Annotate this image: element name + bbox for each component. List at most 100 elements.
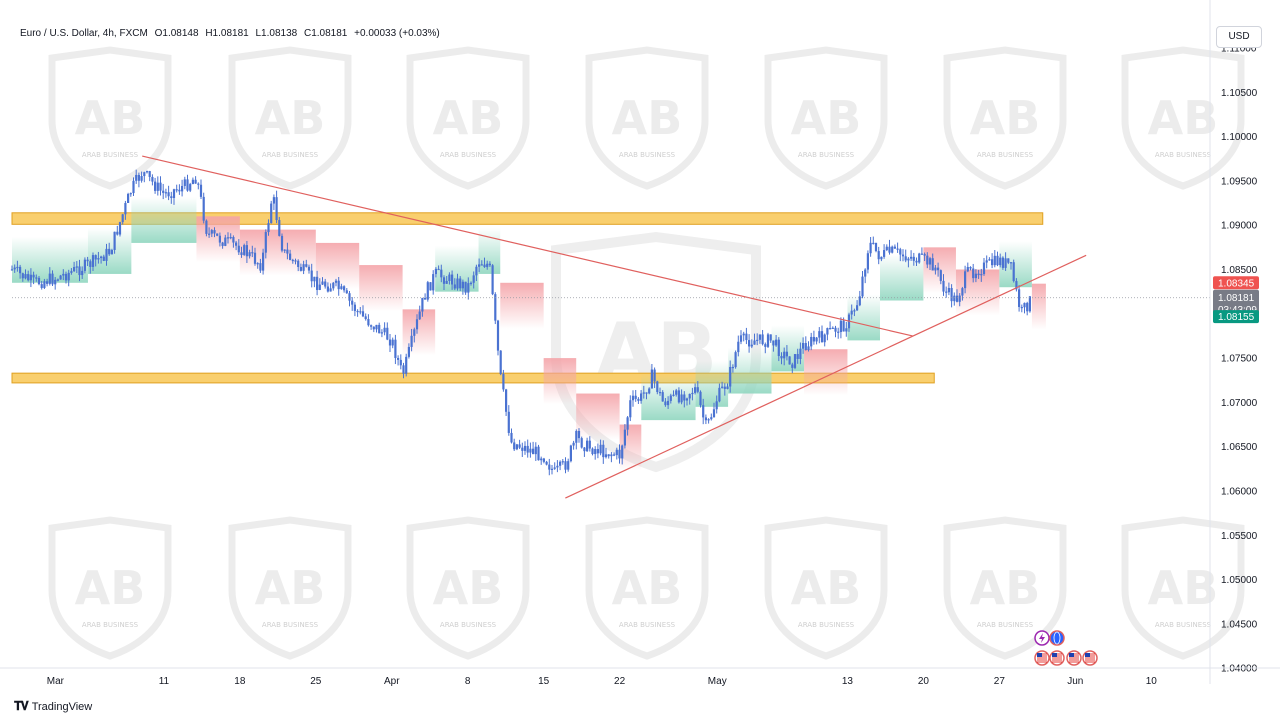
candle-body xyxy=(410,335,413,347)
candle-body xyxy=(748,340,751,347)
candle-body xyxy=(113,231,116,250)
trendline-layer xyxy=(12,155,1210,499)
candle-body xyxy=(764,344,767,347)
candle-body xyxy=(991,259,994,266)
candle-body xyxy=(16,266,19,269)
candle-body xyxy=(294,260,297,262)
watermark-shield: AB ARAB BUSINESS xyxy=(1121,46,1245,190)
price-axis[interactable]: 1.11000 1.10500 1.10000 1.09500 1.09000 1.085… xyxy=(1209,0,1258,684)
candle-body xyxy=(372,326,375,330)
candle-body xyxy=(116,231,119,235)
price-tick-label: 1.07000 xyxy=(1221,398,1258,409)
candle-body xyxy=(302,264,305,271)
candle-body xyxy=(102,256,105,261)
candle-body xyxy=(529,448,532,453)
cloud-segment-green xyxy=(847,294,880,341)
watermark-monogram: AB xyxy=(970,561,1041,615)
price-tick-label: 1.09000 xyxy=(1221,221,1258,232)
candle-body xyxy=(70,271,73,273)
event-icon-layer xyxy=(1034,630,1098,666)
shield-outline xyxy=(943,46,1067,190)
price-tick-label: 1.08500 xyxy=(1221,265,1258,276)
candle-body xyxy=(318,284,321,290)
price-tick-label: 1.05500 xyxy=(1221,531,1258,542)
candle-body xyxy=(618,449,621,459)
watermark-monogram: AB xyxy=(75,561,146,615)
time-axis[interactable]: Mar 11 18 25 Apr 8 15 22 May 13 20 27 Jun 10 xyxy=(0,667,1280,687)
candle-body xyxy=(874,242,878,252)
symbol-title[interactable]: Euro / U.S. Dollar, 4h, FXCM xyxy=(20,28,148,39)
candle-body xyxy=(756,339,759,342)
candle-body xyxy=(418,311,421,320)
candle-body xyxy=(1015,281,1018,290)
candle-body xyxy=(343,286,346,291)
candle-body xyxy=(310,270,313,282)
candle-body xyxy=(469,282,473,284)
symbol-header: Euro / U.S. Dollar, 4h, FXCM O1.08148 H1… xyxy=(20,28,444,39)
candle-body xyxy=(337,280,340,290)
trendline-ascending xyxy=(565,254,1087,499)
candle-body xyxy=(856,305,859,311)
candle-body xyxy=(699,391,702,406)
candle-body xyxy=(91,255,95,267)
candle-body xyxy=(43,281,46,288)
candle-body xyxy=(731,366,734,369)
shield-outline xyxy=(1121,46,1245,190)
candle-body xyxy=(1026,302,1029,312)
candle-body xyxy=(129,193,132,195)
watermark-monogram: AB xyxy=(791,561,862,615)
candle-body xyxy=(334,280,338,283)
candle-body xyxy=(316,276,319,290)
candle-body xyxy=(213,230,216,234)
candle-body xyxy=(162,190,165,193)
candle-body xyxy=(283,249,286,251)
candle-body xyxy=(135,174,138,181)
candle-body xyxy=(264,232,267,253)
candle-body xyxy=(532,448,535,455)
watermark-layer: AB ARAB BUSINESS AB ARAB BUSINESS AB ARAB BUS… xyxy=(48,46,1245,660)
candle-body xyxy=(664,401,667,406)
candle-body xyxy=(912,256,915,261)
time-tick-label: 8 xyxy=(465,676,471,687)
watermark-shield: AB ARAB BUSINESS xyxy=(764,516,888,660)
candle-body xyxy=(931,258,934,271)
green-level-tag xyxy=(1213,310,1259,324)
watermark-text: ARAB BUSINESS xyxy=(82,151,139,159)
watermark-shield: AB ARAB BUSINESS xyxy=(406,516,530,660)
candle-body xyxy=(564,461,567,470)
candle-body xyxy=(29,274,32,281)
candle-body xyxy=(550,468,554,470)
candle-body xyxy=(1004,258,1007,268)
candle-body xyxy=(586,440,589,452)
candle-body xyxy=(459,278,462,289)
candle-body xyxy=(515,444,518,450)
candle-body xyxy=(604,454,608,458)
candle-body xyxy=(947,287,950,293)
candle-body xyxy=(199,184,203,197)
candle-layer xyxy=(10,169,1031,476)
candle-body xyxy=(164,192,167,194)
currency-button[interactable]: USD xyxy=(1216,26,1262,48)
candle-body xyxy=(383,327,386,333)
candle-body xyxy=(753,340,756,345)
candle-body xyxy=(777,339,780,357)
candle-body xyxy=(467,283,470,293)
candle-body xyxy=(1028,296,1031,312)
candle-body xyxy=(823,334,826,343)
candle-body xyxy=(820,331,824,343)
candle-body xyxy=(210,230,213,234)
candle-body xyxy=(183,179,186,186)
candle-body xyxy=(845,328,848,332)
time-tick-label: Jun xyxy=(1067,676,1083,687)
time-tick-label: 25 xyxy=(310,676,322,687)
cloud-segment-red xyxy=(576,393,620,440)
tradingview-logo[interactable]: 𝐓𝐕 TradingView xyxy=(14,699,92,714)
candle-body xyxy=(496,320,500,351)
watermark-shield: AB ARAB BUSINESS xyxy=(943,46,1067,190)
candle-body xyxy=(969,267,972,269)
shield-outline xyxy=(228,46,352,190)
candle-body xyxy=(413,329,416,336)
watermark-monogram: AB xyxy=(433,561,504,615)
tradingview-logo-icon: 𝐓𝐕 xyxy=(14,699,29,713)
